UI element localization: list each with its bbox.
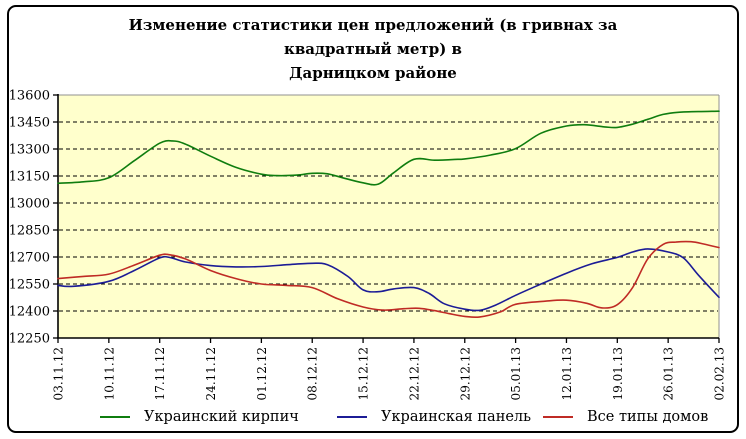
- x-axis-tick-label: 08.12.12: [306, 347, 320, 400]
- x-axis-tick-label: 26.01.13: [662, 347, 676, 400]
- x-axis-tick-label: 15.12.12: [357, 347, 371, 400]
- red-line-swatch-icon: [543, 416, 573, 418]
- legend-label-all-house-types: Все типы домов: [587, 409, 709, 425]
- chart-title-line1: Изменение статистики цен предложений (в …: [128, 16, 618, 58]
- x-axis-tick-label: 05.01.13: [509, 347, 523, 400]
- x-axis-tick-label: 22.12.12: [407, 347, 421, 400]
- x-axis-tick-label: 02.02.13: [713, 347, 727, 400]
- green-line-swatch-icon: [100, 416, 130, 418]
- series-line-ukrainian-brick: [57, 110, 720, 186]
- chart-title-line2: Дарницком районе: [289, 64, 457, 82]
- x-axis-tick-label: 19.01.13: [611, 347, 625, 400]
- chart-title: Изменение статистики цен предложений (в …: [73, 13, 673, 85]
- legend-label-ukrainian-panel: Украинская панель: [381, 409, 532, 425]
- plot-area: [58, 95, 719, 338]
- y-axis-tick-label: 13000: [9, 197, 50, 212]
- legend-item-ukrainian-panel: Украинская панель: [337, 407, 531, 427]
- y-axis-tick-label: 13600: [9, 89, 50, 104]
- y-axis-tick-label: 12700: [9, 251, 50, 266]
- y-axis-tick-label: 13150: [9, 170, 50, 185]
- legend-item-ukrainian-brick: Украинский кирпич: [100, 407, 299, 427]
- legend-item-all-house-types: Все типы домов: [543, 407, 708, 427]
- y-axis-tick-label: 12550: [9, 278, 50, 293]
- y-axis-tick-label: 12400: [9, 305, 50, 320]
- y-axis-tick-label: 12850: [9, 224, 50, 239]
- blue-line-swatch-icon: [337, 416, 367, 418]
- x-axis-tick-label: 10.11.12: [102, 347, 116, 400]
- x-axis-tick-label: 29.12.12: [458, 347, 472, 400]
- series-line-all-house-types: [57, 240, 720, 319]
- x-axis-tick-label: 17.11.12: [153, 347, 167, 400]
- y-axis-tick-label: 13450: [9, 116, 50, 131]
- x-axis-tick-label: 24.11.12: [204, 347, 218, 400]
- x-axis-tick-label: 12.01.13: [560, 347, 574, 400]
- x-axis-tick-label: 03.11.12: [52, 347, 66, 400]
- y-axis-tick-label: 13300: [9, 143, 50, 158]
- legend-label-ukrainian-brick: Украинский кирпич: [144, 409, 299, 425]
- series-line-ukrainian-panel: [57, 248, 720, 312]
- x-axis-tick-label: 01.12.12: [255, 347, 269, 400]
- y-axis-tick-label: 12250: [9, 332, 50, 347]
